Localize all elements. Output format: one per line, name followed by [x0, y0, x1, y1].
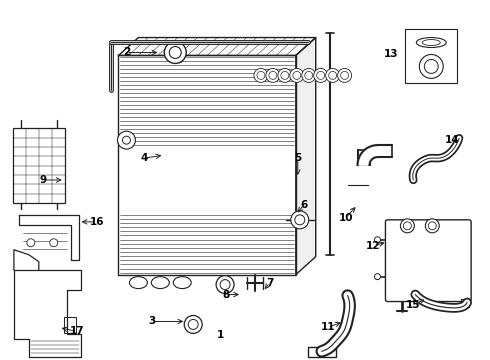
Text: 12: 12 [366, 241, 381, 251]
Text: 1: 1 [217, 330, 224, 341]
Text: 10: 10 [339, 213, 353, 223]
Polygon shape [296, 37, 316, 275]
Text: 14: 14 [445, 135, 460, 145]
Text: 15: 15 [406, 300, 420, 310]
Polygon shape [119, 37, 316, 55]
Circle shape [293, 71, 301, 80]
Text: 11: 11 [320, 323, 335, 332]
Circle shape [50, 239, 58, 247]
Circle shape [27, 239, 35, 247]
Circle shape [281, 71, 289, 80]
Circle shape [428, 222, 436, 230]
Circle shape [374, 274, 380, 280]
Circle shape [254, 68, 268, 82]
Ellipse shape [173, 276, 191, 289]
Circle shape [425, 219, 439, 233]
Circle shape [278, 68, 292, 82]
Circle shape [118, 131, 135, 149]
Text: 9: 9 [39, 175, 47, 185]
Circle shape [290, 68, 304, 82]
Circle shape [403, 222, 412, 230]
Text: 13: 13 [384, 49, 399, 59]
Circle shape [400, 219, 415, 233]
Text: 3: 3 [149, 316, 156, 327]
Circle shape [419, 54, 443, 78]
Circle shape [220, 280, 230, 289]
Polygon shape [358, 145, 377, 165]
Text: 8: 8 [222, 289, 230, 300]
Text: 6: 6 [300, 200, 307, 210]
Bar [461, 298, 469, 306]
Circle shape [169, 46, 181, 58]
Bar [119, 55, 296, 275]
Polygon shape [19, 215, 78, 260]
Circle shape [338, 68, 352, 82]
Circle shape [302, 68, 316, 82]
Circle shape [326, 68, 340, 82]
Polygon shape [14, 270, 81, 357]
Circle shape [291, 211, 309, 229]
Circle shape [184, 315, 202, 333]
Ellipse shape [422, 40, 440, 45]
Circle shape [188, 319, 198, 329]
Text: 2: 2 [123, 48, 130, 58]
Circle shape [424, 59, 438, 73]
Text: 4: 4 [141, 153, 148, 163]
Bar [13, 128, 65, 203]
Circle shape [317, 71, 325, 80]
Bar [308, 347, 336, 357]
Circle shape [374, 237, 380, 243]
Circle shape [164, 41, 186, 63]
Text: 5: 5 [294, 153, 301, 163]
Text: 16: 16 [89, 217, 104, 227]
Circle shape [295, 215, 305, 225]
Ellipse shape [151, 276, 169, 289]
Circle shape [329, 71, 337, 80]
Ellipse shape [129, 276, 147, 289]
Circle shape [122, 136, 130, 144]
Circle shape [216, 276, 234, 293]
Circle shape [257, 71, 265, 80]
Text: 7: 7 [266, 278, 273, 288]
FancyBboxPatch shape [386, 220, 471, 302]
Bar [405, 28, 457, 84]
Polygon shape [14, 250, 39, 270]
Circle shape [341, 71, 348, 80]
Circle shape [305, 71, 313, 80]
Circle shape [269, 71, 277, 80]
Ellipse shape [416, 37, 446, 48]
Text: 17: 17 [70, 327, 84, 336]
Circle shape [314, 68, 328, 82]
Bar [64, 318, 75, 333]
Circle shape [266, 68, 280, 82]
